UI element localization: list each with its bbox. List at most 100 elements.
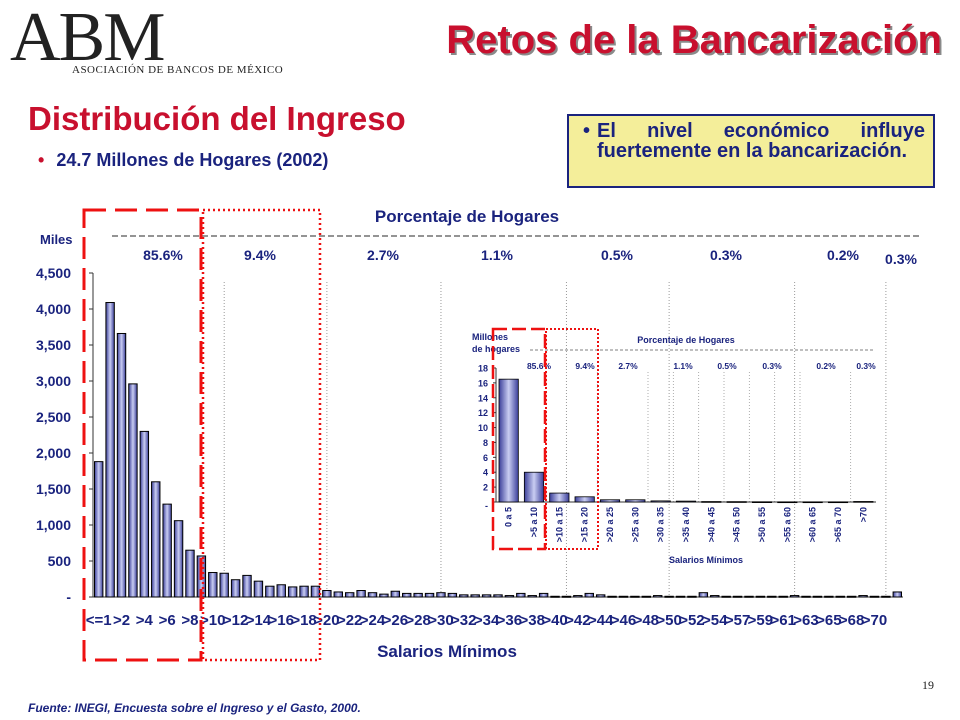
bar — [322, 590, 332, 598]
x-tick-label: >22 — [337, 612, 362, 629]
x-tick-label: >12 — [223, 612, 248, 629]
bar — [402, 592, 412, 598]
inset-x-tick-label: >10 a 15 — [554, 507, 564, 542]
logo-subtitle: ASOCIACIÓN DE BANCOS DE MÉXICO — [72, 64, 284, 76]
y-tick-label: 2,500 — [36, 409, 71, 425]
bar — [116, 332, 127, 598]
bar — [219, 572, 229, 598]
bar — [253, 580, 264, 598]
inset-bar — [802, 501, 823, 504]
bar — [653, 595, 663, 598]
x-tick-label: >63 — [793, 612, 818, 629]
inset-x-tick-label: >5 a 10 — [529, 507, 539, 537]
logo-mark: ABM — [10, 0, 165, 76]
bar — [675, 595, 686, 598]
x-tick-label: >44 — [588, 612, 614, 629]
bar — [390, 590, 401, 598]
bar — [242, 574, 252, 598]
x-tick-label: >42 — [565, 612, 590, 629]
bar — [516, 592, 526, 598]
inset-highlight-box-dotted — [545, 328, 599, 550]
inset-bar — [574, 496, 595, 503]
inset-x-tick-label: >55 a 60 — [782, 507, 792, 542]
x-tick-label: >10 — [200, 612, 225, 629]
bar — [778, 595, 788, 598]
source-note: Fuente: INEGI, Encuesta sobre el Ingreso… — [28, 701, 361, 715]
callout-text: El nivel económico influye fuertemente e… — [597, 120, 925, 162]
households-bullet: • 24.7 Millones de Hogares (2002) — [38, 150, 328, 171]
bar — [732, 595, 743, 598]
x-tick-label: >14 — [246, 612, 272, 629]
x-tick-label: >65 — [816, 612, 841, 629]
x-tick-label: >18 — [291, 612, 316, 629]
inset-bar — [777, 501, 798, 504]
bar — [744, 595, 754, 598]
inset-y-tick-label: - — [485, 501, 488, 511]
bar — [573, 595, 583, 598]
y-tick-label: - — [66, 589, 71, 605]
bullet-icon: • — [583, 120, 591, 142]
highlight-box-dashed — [82, 208, 203, 662]
bar — [881, 595, 891, 598]
y-tick-label: 4,500 — [36, 265, 71, 281]
x-tick-label: >34 — [474, 612, 500, 629]
bar — [344, 592, 355, 598]
x-tick-label: >54 — [702, 612, 728, 629]
bar — [755, 595, 766, 598]
slide-subtitle: Distribución del Ingreso — [28, 100, 406, 137]
bar — [630, 595, 640, 598]
bar — [835, 595, 845, 598]
inset-bar — [650, 500, 671, 503]
x-tick-label: >20 — [314, 612, 339, 629]
bar — [538, 592, 549, 598]
inset-bar — [827, 501, 849, 504]
bar — [892, 591, 903, 598]
inset-y-tick-label: 4 — [483, 468, 488, 478]
bar — [265, 585, 275, 598]
x-tick-label: >26 — [383, 612, 408, 629]
abm-logo: ABM ASOCIACIÓN DE BANCOS DE MÉXICO — [6, 0, 306, 84]
households-text: 24.7 Millones de Hogares (2002) — [56, 150, 329, 170]
bar — [789, 595, 800, 598]
inset-x-tick-label: >35 a 40 — [681, 507, 691, 542]
bar — [618, 595, 629, 598]
group-percentage-label: 85.6% — [143, 247, 183, 263]
y-tick-label: 3,500 — [36, 337, 71, 353]
bar — [664, 595, 674, 598]
inset-x-axis-label: Salarios Mínimos — [669, 555, 743, 565]
x-tick-label: <=1 — [86, 612, 112, 629]
inset-x-tick-label: >30 a 35 — [656, 507, 666, 542]
inset-bar — [853, 501, 874, 503]
bar — [413, 592, 423, 598]
bar — [561, 595, 572, 598]
x-tick-label: >8 — [181, 612, 198, 629]
x-tick-label: >40 — [542, 612, 567, 629]
page-number: 19 — [922, 678, 934, 692]
bar — [276, 584, 286, 598]
x-tick-label: >61 — [770, 612, 795, 629]
slide-title: Retos de la Bancarización — [446, 18, 942, 62]
inset-x-tick-label: >20 a 25 — [605, 507, 615, 542]
x-tick-label: >70 — [862, 612, 887, 629]
inset-x-tick-label: >15 a 20 — [580, 507, 590, 542]
bar — [185, 549, 195, 598]
bar — [801, 595, 811, 598]
bullet-icon: • — [38, 150, 45, 170]
inset-x-tick-label: >60 a 65 — [808, 507, 818, 542]
bar — [481, 594, 492, 598]
inset-group-percentage-label: 0.5% — [717, 361, 737, 371]
inset-bar — [523, 471, 545, 503]
x-tick-label: >28 — [405, 612, 430, 629]
x-tick-label: >30 — [428, 612, 453, 629]
y-tick-label: 1,000 — [36, 517, 71, 533]
inset-group-percentage-label: 85.6% — [527, 361, 552, 371]
inset-bar — [625, 499, 646, 503]
bar — [151, 481, 161, 598]
y-tick-label: 3,000 — [36, 373, 71, 389]
bar — [846, 595, 857, 598]
y-axis-label: Miles — [40, 232, 73, 247]
inset-x-tick-label: 0 a 5 — [504, 507, 514, 527]
x-axis-label: Salarios Mínimos — [377, 642, 517, 661]
bar — [584, 592, 594, 598]
bar — [607, 595, 617, 598]
